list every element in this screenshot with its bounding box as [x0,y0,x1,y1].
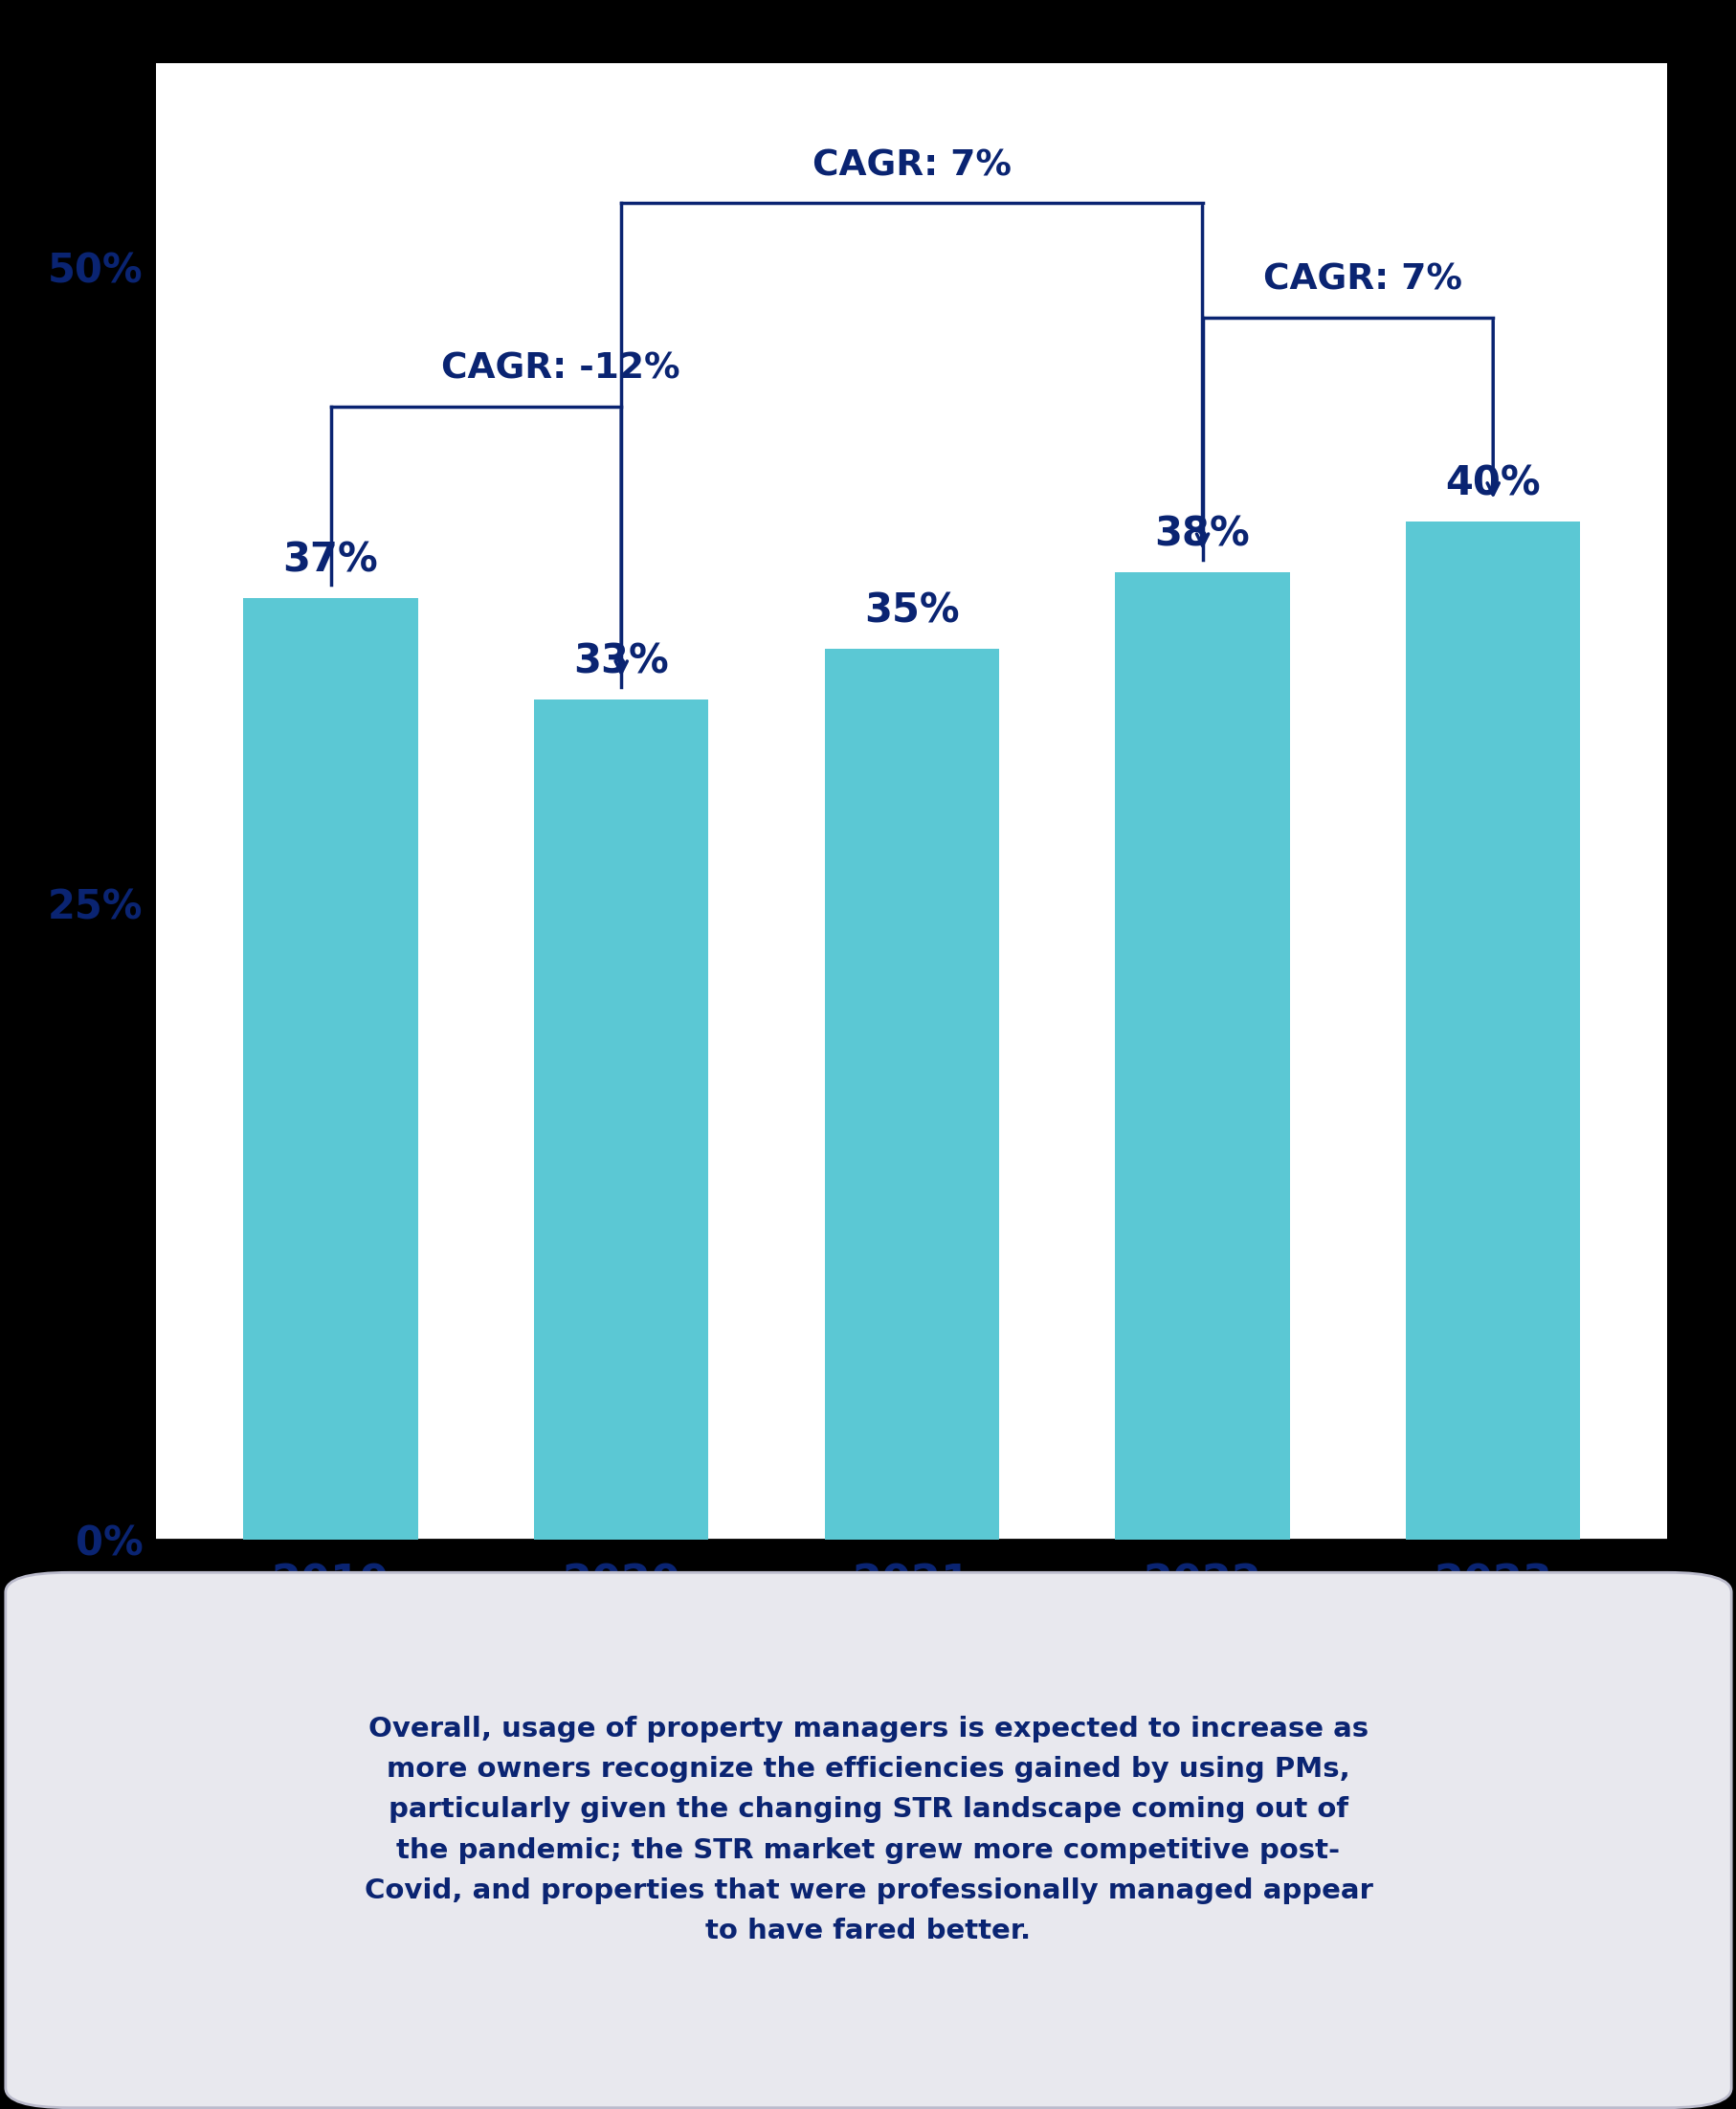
Text: 35%: 35% [865,591,958,631]
Text: CAGR: -12%: CAGR: -12% [441,352,679,386]
Text: 40%: 40% [1444,464,1540,504]
Bar [825,650,998,1540]
Text: CAGR: 7%: CAGR: 7% [812,148,1010,183]
Text: CAGR: 7%: CAGR: 7% [1262,264,1462,297]
FancyBboxPatch shape [5,1573,1731,2107]
Text: 37%: 37% [283,540,378,580]
Text: Overall, usage of property managers is expected to increase as
more owners recog: Overall, usage of property managers is e… [365,1715,1371,1944]
Bar [243,597,418,1540]
Bar [535,700,708,1540]
Bar [1404,521,1580,1540]
Bar [1115,572,1288,1540]
Text: 38%: 38% [1154,515,1250,555]
Text: 33%: 33% [573,641,668,681]
